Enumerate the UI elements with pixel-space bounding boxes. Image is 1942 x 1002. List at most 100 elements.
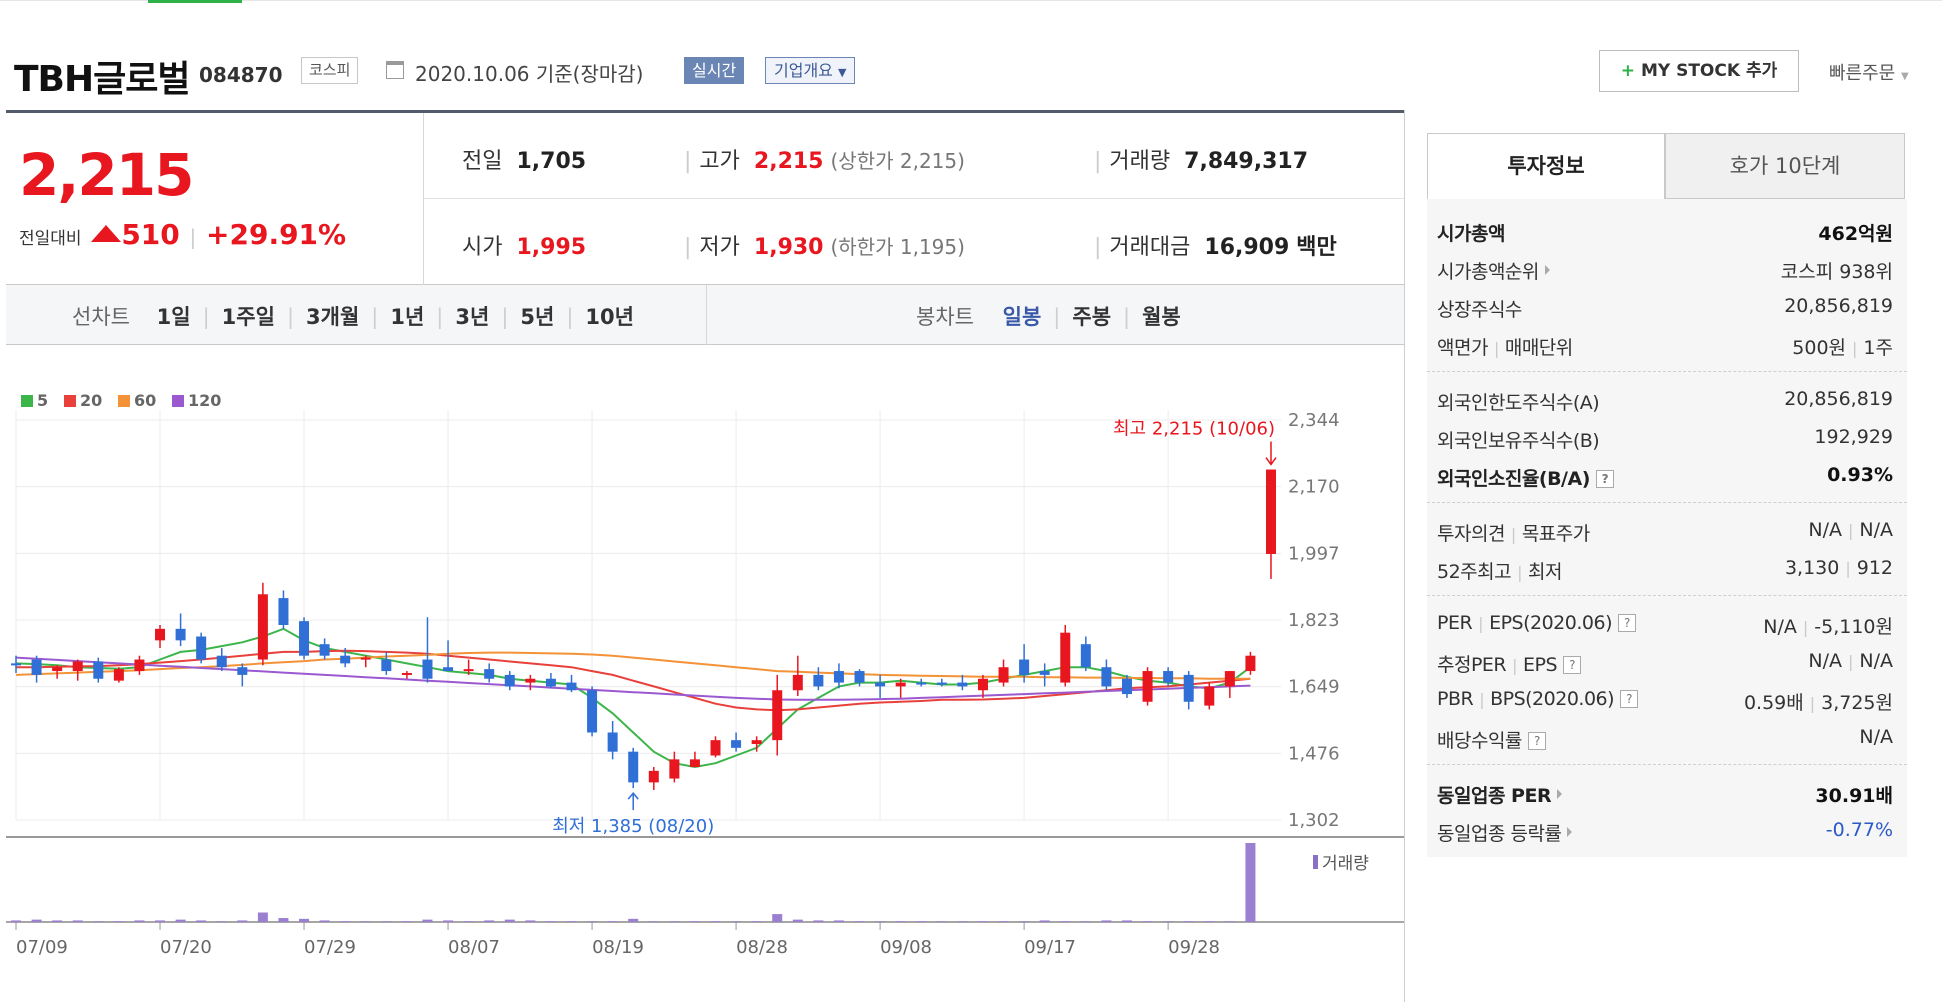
candle-daily[interactable]: 일봉	[1002, 305, 1042, 329]
prev-close-stat: 전일 1,705	[462, 143, 586, 175]
chevron-right-icon	[1544, 265, 1550, 275]
volume-bar	[813, 920, 824, 922]
base-date: 2020.10.06 기준(장마감)	[415, 62, 644, 86]
candle-body	[443, 667, 454, 672]
candle-body	[648, 770, 659, 783]
help-icon[interactable]: ?	[1595, 470, 1614, 488]
calendar-icon	[386, 61, 404, 79]
candle-monthly[interactable]: 월봉	[1142, 305, 1181, 329]
candle-body	[237, 667, 248, 675]
company-overview-label: 기업개요	[774, 61, 833, 80]
active-section-indicator	[148, 0, 242, 3]
info-row: PER | EPS(2020.06)? N/A | -5,110원	[1427, 606, 1907, 644]
stock-chart[interactable]: 5 20 60 120 2,344 2,170 1,997 1,823 1,649 1,476 1,…	[6, 385, 1404, 1002]
volume-bar	[1224, 921, 1235, 922]
info-value-text: 0.93%	[1827, 464, 1893, 486]
volume-bar	[72, 920, 83, 922]
x-tick-label: 09/08	[880, 937, 932, 958]
info-row-value: N/A | -5,110원	[1763, 612, 1893, 639]
period-3y[interactable]: 3년	[455, 305, 490, 329]
volume-bar	[257, 912, 268, 922]
info-row-value: N/A | N/A	[1808, 650, 1893, 672]
volume-bar	[278, 918, 289, 922]
info-label-text-2: EPS	[1523, 654, 1558, 676]
info-row-value: -0.77%	[1826, 819, 1893, 841]
info-value-text-2: 3,725원	[1821, 692, 1893, 714]
quick-order-link[interactable]: 빠른주문 ▼	[1829, 59, 1909, 85]
volume-bar	[525, 920, 536, 922]
candle-weekly[interactable]: 주봉	[1072, 305, 1112, 329]
help-icon[interactable]: ?	[1620, 690, 1639, 708]
period-1y[interactable]: 1년	[390, 305, 425, 329]
volume-bar	[401, 921, 412, 922]
info-label-text: PER	[1437, 612, 1473, 634]
info-section-1: 시가총액 462억원 시가총액순위 코스피 938위 상장주식수 20,856,819 액면…	[1427, 199, 1907, 371]
candle-body	[463, 669, 474, 672]
period-10y[interactable]: 10년	[585, 305, 634, 329]
volume-bar	[11, 920, 21, 922]
candle-body	[587, 690, 598, 733]
period-5y[interactable]: 5년	[520, 305, 555, 329]
info-row-label[interactable]: 동일업종 PER	[1437, 781, 1563, 808]
info-row-label: PBR | BPS(2020.06)?	[1437, 688, 1639, 710]
volume-bar	[237, 920, 248, 922]
info-value-text: N/A	[1808, 650, 1842, 672]
volume-bar	[689, 921, 700, 922]
info-row: 시가총액 462억원	[1427, 213, 1907, 251]
candle-body	[52, 667, 63, 672]
info-row-label[interactable]: 동일업종 등락률	[1437, 819, 1573, 846]
legend-swatch-ma120	[172, 395, 184, 407]
x-tick-label: 07/20	[160, 937, 212, 958]
candle-body	[854, 671, 865, 683]
divider: |	[286, 305, 295, 329]
line-chart-periods: 선차트 1일 | 1주일 | 3개월 | 1년 | 3년 | 5년 | 10년	[72, 301, 634, 331]
info-row-label: 52주최고 | 최저	[1437, 557, 1562, 584]
trade-value-stat: | 거래대금 16,909 백만	[1094, 229, 1337, 261]
info-label-text: 동일업종 등락률	[1437, 823, 1562, 845]
info-section-5: 동일업종 PER 30.91배 동일업종 등락률 -0.77%	[1427, 764, 1907, 857]
help-icon[interactable]: ?	[1563, 656, 1582, 674]
divider: |	[436, 305, 444, 329]
candle-body	[31, 659, 42, 675]
add-my-stock-button[interactable]: + MY STOCK 추가	[1599, 50, 1799, 92]
price-change: 전일대비 510 | +29.91%	[19, 218, 346, 251]
info-label-text: PBR	[1437, 688, 1474, 710]
quick-order-label: 빠른주문	[1829, 63, 1896, 84]
divider: |	[1852, 339, 1858, 358]
legend-swatch-ma20	[64, 395, 76, 407]
info-row: 상장주식수 20,856,819	[1427, 289, 1907, 327]
divider: |	[1478, 614, 1484, 633]
info-row-label[interactable]: 시가총액순위	[1437, 257, 1550, 284]
change-label: 전일대비	[19, 229, 82, 249]
info-label-text: 투자의견	[1437, 523, 1505, 545]
candle-chart-periods: 봉차트 일봉 | 주봉 | 월봉	[916, 301, 1181, 331]
period-1d[interactable]: 1일	[156, 305, 191, 329]
period-3m[interactable]: 3개월	[306, 305, 360, 329]
realtime-button[interactable]: 실시간	[684, 57, 745, 84]
divider: |	[1802, 618, 1809, 637]
info-value-text-2: N/A	[1859, 650, 1893, 672]
divider: |	[684, 235, 692, 260]
chevron-down-icon: ▼	[1900, 71, 1909, 82]
divider: |	[1094, 235, 1102, 260]
stock-code: 084870	[199, 63, 283, 87]
info-row-label: 액면가 | 매매단위	[1437, 333, 1573, 360]
period-1w[interactable]: 1주일	[221, 305, 275, 329]
tab-investment-info[interactable]: 투자정보	[1427, 133, 1665, 199]
volume-bar	[93, 921, 104, 922]
low-arrow-icon	[627, 791, 639, 811]
help-icon[interactable]: ?	[1527, 732, 1546, 750]
x-tick-label: 07/29	[304, 937, 356, 958]
tab-order-book[interactable]: 호가 10단계	[1665, 133, 1905, 199]
market-badge: 코스피	[301, 57, 359, 84]
current-price: 2,215	[19, 141, 194, 209]
info-section-2: 외국인한도주식수(A) 20,856,819 외국인보유주식수(B) 192,929 외…	[1427, 371, 1907, 502]
volume-bar	[196, 920, 207, 922]
volume-bar	[875, 921, 886, 922]
divider: |	[189, 225, 197, 249]
info-row-value: 500원 | 1주	[1792, 333, 1893, 360]
volume-stat: | 거래량 7,849,317	[1094, 143, 1308, 175]
company-overview-dropdown[interactable]: 기업개요 ▼	[765, 57, 856, 84]
info-row-label: 시가총액	[1437, 219, 1505, 246]
help-icon[interactable]: ?	[1617, 614, 1636, 632]
